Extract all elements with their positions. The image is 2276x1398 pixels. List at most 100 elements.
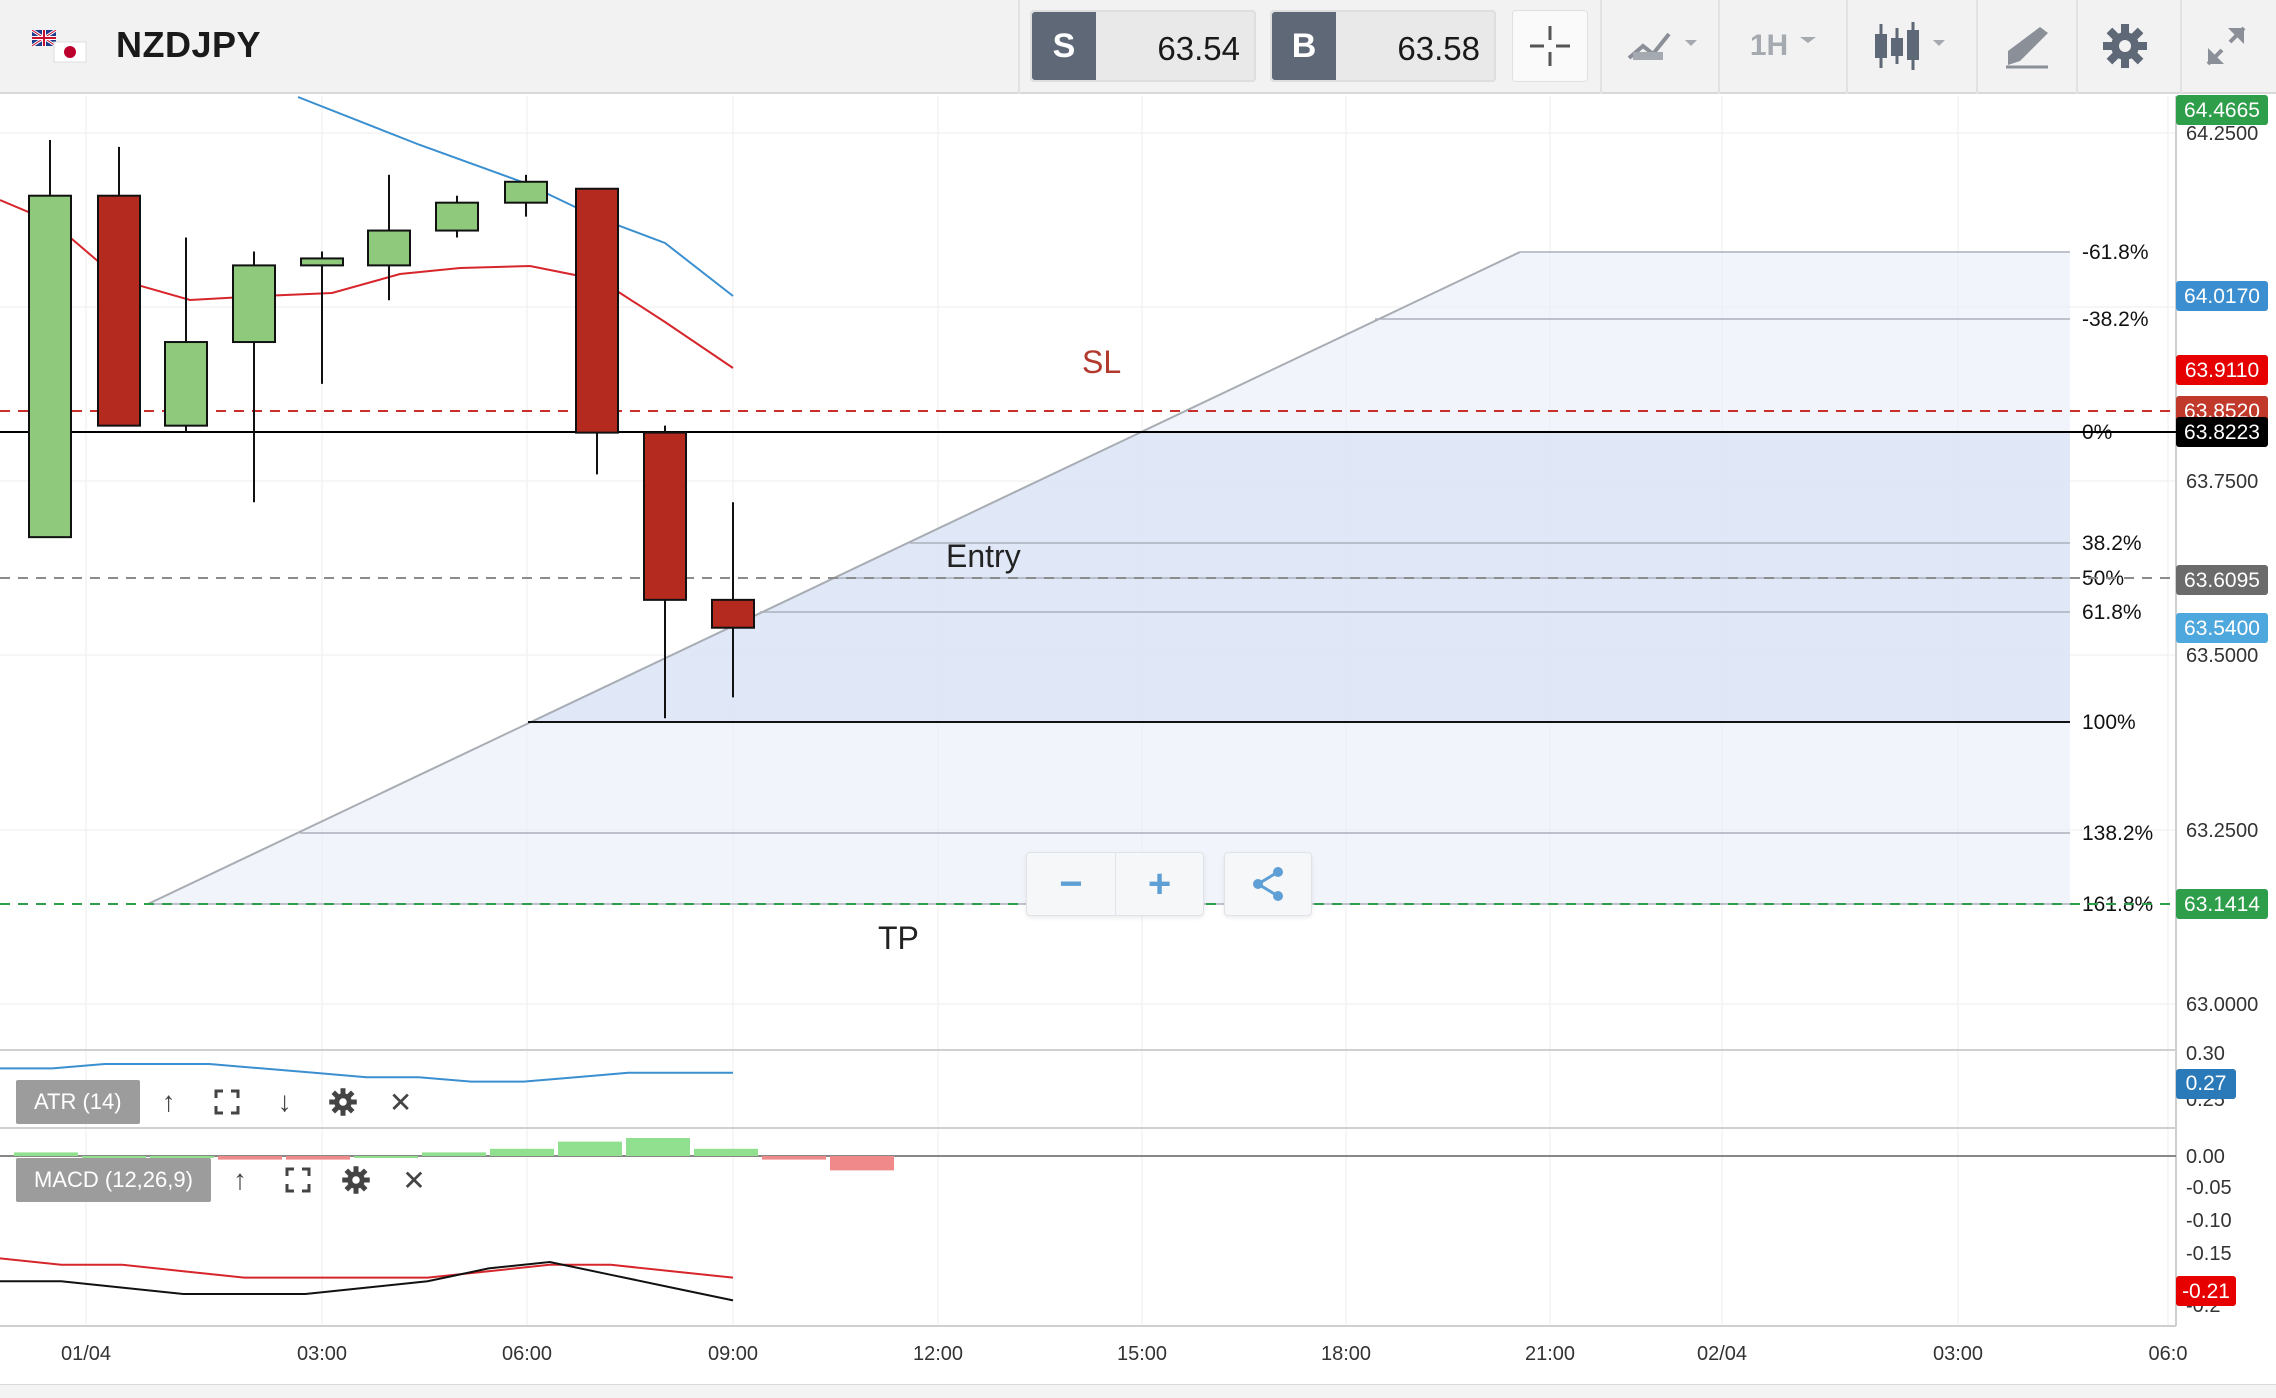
macd-panel: 0.00-0.05-0.10-0.15-0.2-0.21: [0, 1138, 2236, 1317]
atr-value-label: 0.27: [2186, 1072, 2227, 1095]
fib-level-label: 138.2%: [2082, 822, 2153, 845]
fullscreen-button[interactable]: [2186, 10, 2266, 82]
chart-type-icon: [1627, 32, 1697, 60]
macd-histogram-bar: [14, 1152, 78, 1156]
price-tag-label: 63.5400: [2184, 617, 2260, 640]
close-icon[interactable]: ✕: [388, 1086, 413, 1118]
time-tick-label: 03:00: [1933, 1343, 1983, 1365]
macd-tick-label: -0.15: [2186, 1243, 2232, 1265]
macd-histogram-bar: [762, 1156, 826, 1160]
price-chart[interactable]: -61.8%-38.2%0%38.2%50%61.8%100%138.2%161…: [0, 94, 2276, 1384]
zoom-out-button[interactable]: −: [1059, 861, 1083, 906]
price-tag-label: 64.0170: [2184, 285, 2260, 308]
chevron-down-icon: [1800, 37, 1817, 43]
time-tick-label: 01/04: [61, 1343, 111, 1365]
divider: [2180, 0, 2182, 94]
buy-label: B: [1272, 12, 1336, 80]
fib-level-label: 61.8%: [2082, 601, 2142, 624]
divider: [1976, 0, 1978, 94]
fib-level-label: -61.8%: [2082, 241, 2149, 264]
candle-style-dropdown[interactable]: [1868, 10, 1958, 82]
candle-body: [232, 264, 276, 344]
price-tag: [2176, 95, 2268, 125]
candlestick-series: [28, 139, 755, 719]
crosshair-button[interactable]: [1512, 10, 1588, 82]
divider: [1718, 0, 1720, 94]
zoom-controls: − +: [1026, 852, 1204, 916]
draw-tools-icon: [2006, 27, 2048, 69]
arrow-up-icon[interactable]: ↑: [161, 1086, 176, 1117]
price-tag-label: 63.6095: [2184, 569, 2260, 592]
price-axis: 64.2500 63.7500 63.5000 63.2500 63.0000 64.46…: [2176, 95, 2276, 1326]
candlestick-icon: [1875, 22, 1945, 70]
price-tag-label: 63.9110: [2185, 359, 2259, 382]
divider: [2076, 0, 2078, 94]
atr-label[interactable]: ATR (14): [16, 1080, 140, 1124]
disclaimer-bar: [0, 1384, 2276, 1398]
buy-button[interactable]: B 63.58: [1270, 10, 1496, 82]
timeframe-label: 1H: [1749, 29, 1789, 62]
gear-icon[interactable]: [327, 1158, 385, 1202]
gear-icon: [2103, 24, 2147, 68]
time-tick-label: 15:00: [1117, 1343, 1167, 1365]
take-profit-annotation[interactable]: TP: [878, 920, 919, 956]
macd-value-label: -0.21: [2182, 1280, 2230, 1303]
time-tick-label: 06:00: [502, 1343, 552, 1365]
timeframe-dropdown[interactable]: 1H: [1740, 10, 1830, 82]
macd-histogram-bar: [626, 1138, 690, 1156]
settings-button[interactable]: [2080, 10, 2170, 82]
atr-tick-label: 0.30: [2186, 1043, 2225, 1065]
macd-histogram-bar: [830, 1156, 894, 1171]
candle-body: [711, 598, 755, 629]
candle-body: [504, 180, 548, 204]
close-icon[interactable]: ✕: [402, 1164, 426, 1196]
price-tick-label: 63.5000: [2186, 645, 2258, 667]
macd-tick-label: 0.00: [2186, 1146, 2225, 1168]
macd-tick-label: -0.05: [2186, 1177, 2232, 1199]
macd-histogram-bar: [694, 1148, 758, 1156]
atr-value-tag: [2176, 1069, 2236, 1099]
divider: [1846, 0, 1848, 94]
price-axis-background: [2177, 96, 2276, 1326]
price-tag-label: 63.8223: [2184, 421, 2260, 444]
symbol-title[interactable]: NZDJPY: [116, 24, 262, 65]
currency-pair-flags-icon: [32, 30, 87, 63]
time-tick-label: 21:00: [1525, 1343, 1575, 1365]
toolbar: NZDJPY S 63.54 B 63.58 1H: [0, 0, 2276, 94]
maximize-icon[interactable]: [198, 1080, 256, 1124]
sell-button[interactable]: S 63.54: [1030, 10, 1256, 82]
time-tick-label: 03:00: [297, 1343, 347, 1365]
fullscreen-icon: [2206, 26, 2246, 66]
price-tag: [2176, 417, 2268, 447]
fib-level-label: 100%: [2082, 711, 2136, 734]
candle-body: [164, 341, 208, 427]
macd-histogram-bar: [150, 1156, 214, 1158]
draw-tools-button[interactable]: [1982, 10, 2072, 82]
entry-annotation[interactable]: Entry: [946, 538, 1021, 574]
maximize-icon[interactable]: [269, 1158, 327, 1202]
share-icon: [1253, 867, 1283, 901]
macd-label[interactable]: MACD (12,26,9): [16, 1158, 211, 1202]
zoom-in-button[interactable]: +: [1115, 853, 1203, 915]
time-tick-label: 02/04: [1697, 1343, 1747, 1365]
price-tick-label: 63.0000: [2186, 994, 2258, 1016]
time-tick-label: 09:00: [708, 1343, 758, 1365]
candle-body: [643, 431, 687, 601]
share-button[interactable]: [1224, 852, 1312, 916]
candle-body: [97, 194, 141, 427]
price-tag: [2176, 281, 2268, 311]
arrow-down-icon[interactable]: ↓: [277, 1086, 292, 1117]
time-axis-background: [0, 1327, 2276, 1383]
macd-signal-line: [0, 1257, 734, 1279]
arrow-up-icon[interactable]: ↑: [232, 1164, 247, 1195]
price-tag-label: 63.1414: [2184, 893, 2260, 916]
divider: [1018, 0, 1020, 94]
chart-type-dropdown[interactable]: [1620, 10, 1710, 82]
sell-price: 63.54: [1157, 30, 1240, 67]
stop-loss-annotation[interactable]: SL: [1082, 344, 1122, 380]
gear-icon[interactable]: [314, 1080, 372, 1124]
atr-line: [0, 1063, 733, 1083]
fib-level-label: 38.2%: [2082, 532, 2142, 555]
macd-controls: MACD (12,26,9) ↑ ✕: [16, 1158, 443, 1202]
crosshair-icon: [1530, 26, 1570, 66]
